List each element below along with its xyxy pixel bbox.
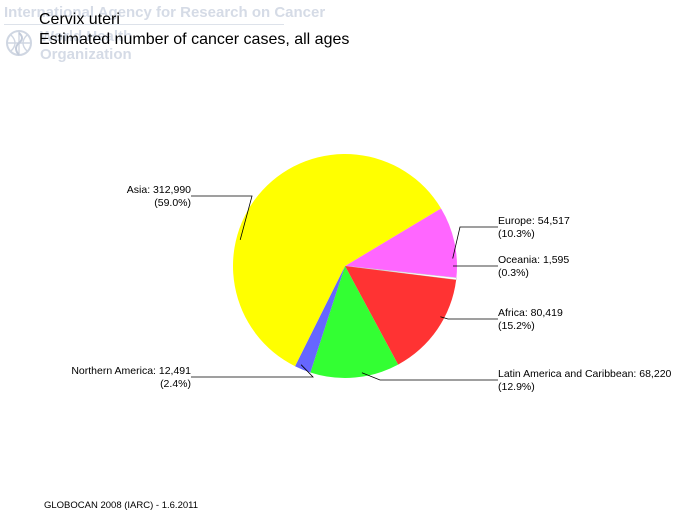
slice-percent-label: (10.3%)	[498, 228, 535, 240]
slice-percent-label: (15.2%)	[498, 320, 535, 332]
watermark-agency-text: International Agency for Research on Can…	[4, 4, 326, 21]
slice-percent-label: (2.4%)	[160, 378, 191, 390]
chart-title: Cervix uteri	[39, 11, 120, 28]
slice-label: Asia: 312,990	[127, 184, 191, 196]
watermark-who-text: World Health	[40, 28, 133, 45]
pie-slice-oceania	[344, 265, 457, 281]
slice-percent-label: (12.9%)	[498, 381, 535, 393]
pie-slice-africa	[345, 266, 457, 365]
chart-subtitle: Estimated number of cancer cases, all ag…	[39, 31, 350, 48]
pie-slice-asia	[232, 154, 441, 367]
leader-line	[191, 364, 314, 378]
pie-slice-latin-america-and-caribbean	[310, 266, 399, 379]
slice-label: Africa: 80,419	[498, 307, 563, 319]
slice-percent-label: (0.3%)	[498, 267, 529, 279]
watermark-organization-text: Organization	[40, 46, 132, 63]
source-footer: GLOBOCAN 2008 (IARC) - 1.6.2011	[44, 500, 198, 511]
leader-line	[191, 195, 253, 241]
leader-line	[361, 372, 498, 381]
leader-line	[452, 226, 498, 259]
pie-slice-northern-america	[295, 266, 345, 373]
slice-percent-label: (59.0%)	[154, 197, 191, 209]
slice-label: Latin America and Caribbean: 68,220	[498, 368, 672, 380]
pie-slice-europe	[345, 208, 457, 278]
watermark-divider	[4, 24, 284, 25]
leader-line	[440, 316, 498, 320]
slice-label: Oceania: 1,595	[498, 254, 569, 266]
who-emblem-icon	[6, 30, 32, 56]
iarc-watermark: International Agency for Research on Can…	[4, 2, 325, 64]
slice-label: Northern America: 12,491	[71, 365, 191, 377]
slice-label: Europe: 54,517	[498, 215, 570, 227]
